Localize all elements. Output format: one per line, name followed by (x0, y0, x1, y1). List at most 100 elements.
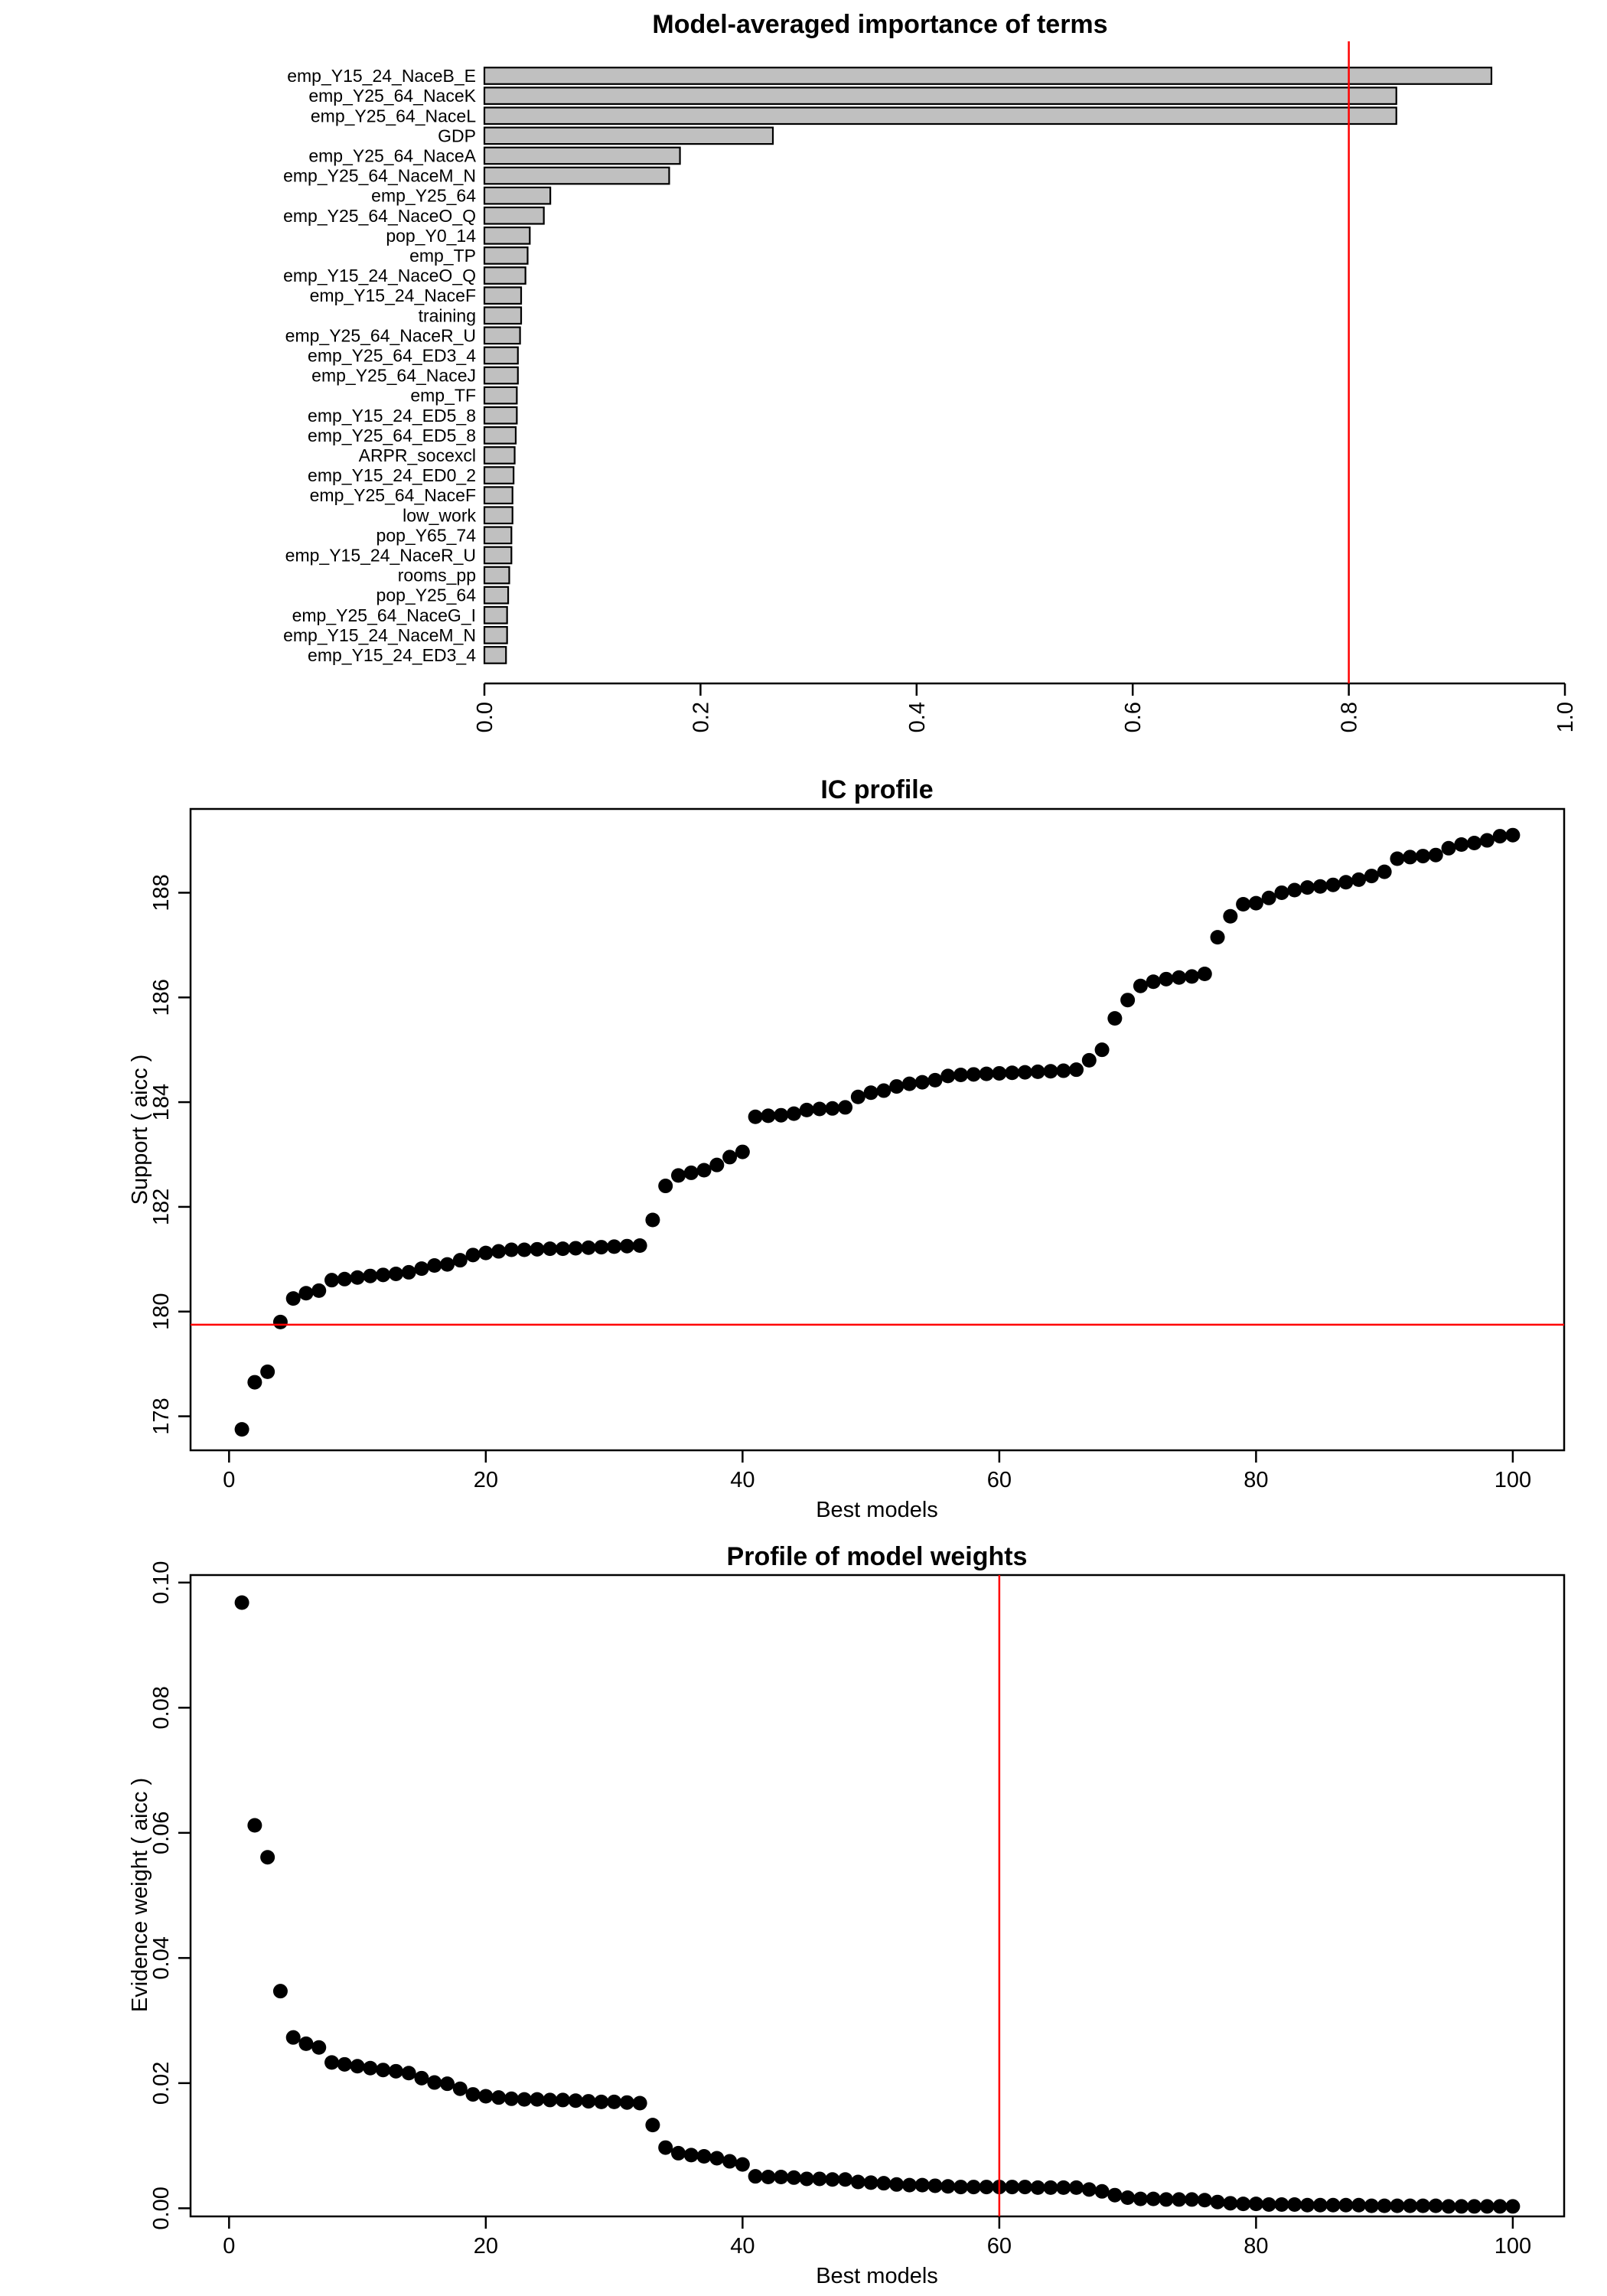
ic-profile-plot-frame (189, 807, 1566, 1452)
ic-point (1197, 966, 1212, 981)
ic-point (1364, 869, 1379, 884)
importance-bar (483, 406, 518, 425)
ic-point (440, 1257, 455, 1272)
ic-point (1454, 837, 1469, 853)
w-point (1377, 2198, 1392, 2213)
importance-bar (483, 126, 774, 145)
ic-profile-y-label: Support ( aicc ) (128, 1055, 152, 1205)
importance-bar (483, 67, 1493, 85)
importance-bar (483, 306, 523, 325)
ic-point (1441, 840, 1456, 856)
importance-category-label: emp_Y15_24_NaceF (310, 285, 476, 305)
w-point (1390, 2198, 1405, 2213)
w-point (863, 2175, 878, 2190)
ic-point (568, 1241, 583, 1256)
ic-point (1428, 847, 1443, 863)
ic-point (504, 1242, 519, 1257)
importance-category-label: emp_Y25_64_NaceF (310, 485, 476, 505)
ic-point (363, 1268, 378, 1283)
w-point (889, 2177, 905, 2192)
w-point (683, 2148, 699, 2163)
importance-category-label: pop_Y25_64 (376, 585, 477, 605)
ic-point (901, 1076, 917, 1091)
w-point (1133, 2191, 1148, 2206)
w-point (850, 2174, 865, 2190)
w-point (774, 2169, 789, 2184)
w-point (376, 2063, 391, 2078)
ic-point (1325, 877, 1341, 892)
model-weights-chart: Profile of model weights 0 20 40 60 80 100 0.… (128, 1542, 1566, 2288)
ic-point (953, 1068, 969, 1083)
w-point (478, 2089, 494, 2104)
w-point (735, 2157, 750, 2172)
ic-point (414, 1261, 429, 1277)
ic-point (966, 1067, 981, 1082)
ic-y-tick-label: 188 (149, 874, 174, 911)
w-point (979, 2180, 994, 2195)
w-point (670, 2145, 686, 2161)
ic-point (979, 1066, 994, 1081)
importance-category-label: emp_Y25_64_NaceO_Q (283, 206, 476, 226)
importance-category-label: emp_Y25_64_NaceG_I (292, 605, 476, 625)
w-point (1312, 2197, 1328, 2213)
importance-category-label: emp_Y15_24_ED3_4 (308, 645, 476, 665)
ic-point (914, 1075, 930, 1090)
importance-x-tick-label: 0.2 (689, 702, 713, 732)
w-point (543, 2092, 558, 2108)
importance-category-label: emp_TF (410, 386, 476, 406)
w-point (594, 2094, 609, 2109)
ic-point (1133, 978, 1148, 993)
importance-x-axis: 0.0 0.2 0.4 0.6 0.8 1.0 (473, 682, 1578, 732)
importance-bar (483, 286, 523, 305)
w-point (337, 2056, 352, 2072)
ic-point (1505, 827, 1521, 843)
ic-point (1120, 993, 1136, 1008)
w-point (1146, 2191, 1161, 2206)
ic-point (1248, 895, 1263, 911)
w-point (1043, 2180, 1058, 2195)
w-point (1274, 2197, 1289, 2212)
ic-point (272, 1314, 288, 1329)
w-point (1479, 2199, 1495, 2214)
importance-bar (483, 605, 508, 625)
importance-x-tick-label: 0.6 (1121, 702, 1146, 732)
importance-bar (483, 526, 513, 545)
importance-category-label: emp_Y15_24_ED0_2 (308, 465, 476, 485)
w-point (1159, 2192, 1174, 2207)
importance-category-label: emp_Y25_64_NaceA (308, 145, 476, 165)
ic-point (1056, 1063, 1071, 1078)
ic-y-tick-label: 180 (149, 1293, 174, 1330)
ic-point (1351, 872, 1367, 887)
ic-x-tick-label: 20 (474, 1468, 498, 1492)
importance-category-label: emp_Y25_64_ED3_4 (308, 345, 476, 365)
w-point (427, 2075, 442, 2090)
ic-profile-y-axis: 178 180 182 184 186 188 (149, 874, 191, 1435)
model-weights-points (234, 1595, 1521, 2214)
w-point (581, 2094, 596, 2109)
ic-point (889, 1079, 905, 1094)
ic-point (1094, 1042, 1110, 1058)
importance-bar (483, 446, 516, 465)
ic-point (594, 1240, 609, 1255)
w-point (876, 2176, 892, 2191)
model-weights-y-axis: 0.00 0.02 0.04 0.06 0.08 0.10 (149, 1561, 191, 2230)
ic-point (838, 1100, 853, 1115)
ic-point (1390, 851, 1405, 866)
ic-point (298, 1286, 314, 1301)
ic-point (324, 1273, 340, 1288)
w-point (619, 2095, 634, 2110)
w-y-tick-label: 0.00 (149, 2187, 174, 2229)
ic-point (658, 1179, 673, 1194)
ic-profile-points (234, 827, 1521, 1437)
w-point (1107, 2187, 1123, 2203)
importance-category-label: emp_Y25_64_NaceL (311, 106, 476, 126)
importance-bar (483, 246, 529, 265)
w-x-tick-label: 20 (474, 2234, 498, 2258)
w-x-tick-label: 80 (1244, 2234, 1268, 2258)
ic-point (761, 1108, 776, 1124)
ic-point (337, 1271, 352, 1287)
ic-point (1287, 882, 1302, 898)
w-point (761, 2169, 776, 2184)
ic-point (1223, 908, 1238, 924)
w-x-tick-label: 100 (1495, 2234, 1531, 2258)
